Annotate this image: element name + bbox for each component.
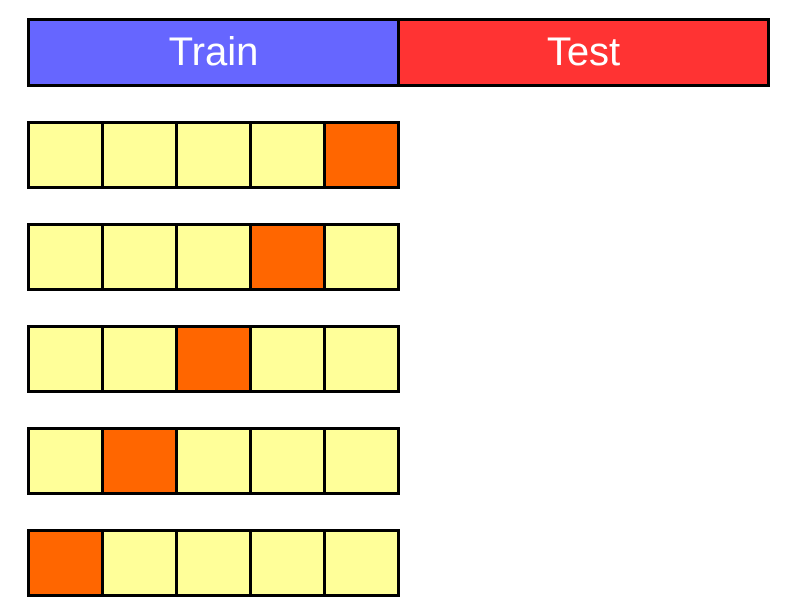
fold-row-3 xyxy=(27,325,400,393)
train-cell xyxy=(252,532,326,594)
test-label: Test xyxy=(546,30,621,74)
train-cell xyxy=(178,124,252,186)
train-cell xyxy=(104,124,178,186)
train-cell xyxy=(30,328,104,390)
validation-cell xyxy=(30,532,104,594)
validation-cell xyxy=(252,226,326,288)
fold-row-1 xyxy=(27,121,400,189)
train-segment: Train xyxy=(30,21,400,84)
train-cell xyxy=(178,226,252,288)
validation-cell xyxy=(326,124,397,186)
train-cell xyxy=(252,328,326,390)
train-cell xyxy=(326,328,397,390)
train-cell xyxy=(326,430,397,492)
train-label: Train xyxy=(168,30,259,74)
validation-cell xyxy=(178,328,252,390)
fold-row-2 xyxy=(27,223,400,291)
validation-cell xyxy=(104,430,178,492)
train-cell xyxy=(104,532,178,594)
fold-row-4 xyxy=(27,427,400,495)
train-cell xyxy=(104,328,178,390)
train-cell xyxy=(178,532,252,594)
train-cell xyxy=(326,226,397,288)
test-segment: Test xyxy=(400,21,767,84)
train-cell xyxy=(30,226,104,288)
train-cell xyxy=(30,430,104,492)
train-cell xyxy=(104,226,178,288)
fold-row-5 xyxy=(27,529,400,597)
train-cell xyxy=(30,124,104,186)
train-cell xyxy=(252,430,326,492)
train-cell xyxy=(178,430,252,492)
train-test-split-bar: Train Test xyxy=(27,18,770,87)
train-cell xyxy=(252,124,326,186)
train-cell xyxy=(326,532,397,594)
